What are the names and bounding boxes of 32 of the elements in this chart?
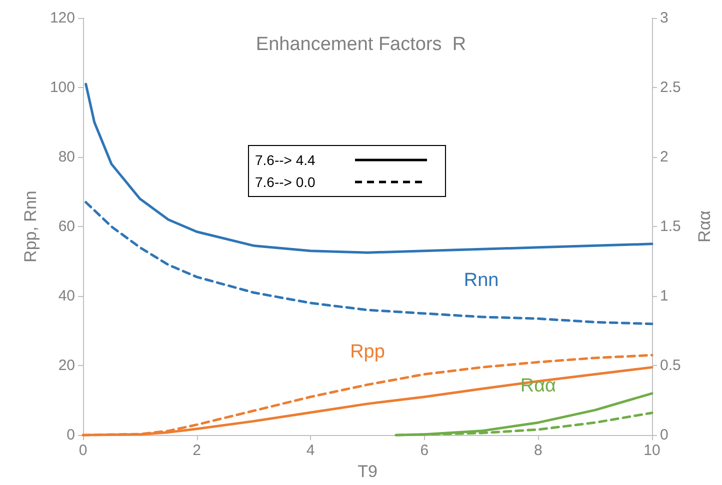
y-tick-label: 100 (50, 79, 75, 96)
y2-tick-label: 0 (660, 426, 668, 444)
y2-tick-label: 2.5 (660, 79, 681, 96)
y2-tick-label: 1.5 (660, 218, 681, 236)
series-label: Rpp (350, 342, 385, 363)
annotation: 7.6--> 0.0 (255, 174, 316, 190)
x-tick-label: 6 (420, 442, 429, 460)
x-tick-label: 8 (534, 442, 542, 460)
line-series (84, 200, 654, 326)
annotation: 7.6--> 4.4 (255, 152, 316, 168)
y2-tick-label: 3 (660, 10, 668, 26)
x-tick-label: 2 (192, 442, 201, 460)
y-tick-label: 40 (58, 288, 75, 305)
y2-axis-title: Rαα (695, 210, 714, 243)
y2-tick-label: 2 (660, 148, 668, 166)
text: Enhancement Factors R (256, 34, 466, 55)
line-series (84, 82, 654, 254)
y-axis-title: Rpp, Rnn (21, 190, 40, 262)
y-tick-label: 20 (58, 357, 75, 374)
series-label: Rnn (464, 270, 499, 291)
y-tick-label: 80 (58, 148, 75, 166)
y2-tick-label: 0.5 (660, 357, 681, 374)
y-tick-label: 120 (50, 10, 75, 26)
x-tick-label: 0 (78, 442, 88, 460)
y-tick-label: 60 (58, 218, 75, 236)
legend-box: 7.6--> 4.4 7.6--> 0.0 (248, 145, 446, 197)
y-tick-label: 0 (66, 426, 75, 444)
y2-tick-label: 1 (660, 288, 668, 305)
x-tick-label: 4 (306, 442, 315, 460)
series-label: Rαα (520, 376, 556, 397)
x-axis-title: T9 (358, 462, 378, 481)
x-tick-label: 10 (644, 442, 660, 460)
